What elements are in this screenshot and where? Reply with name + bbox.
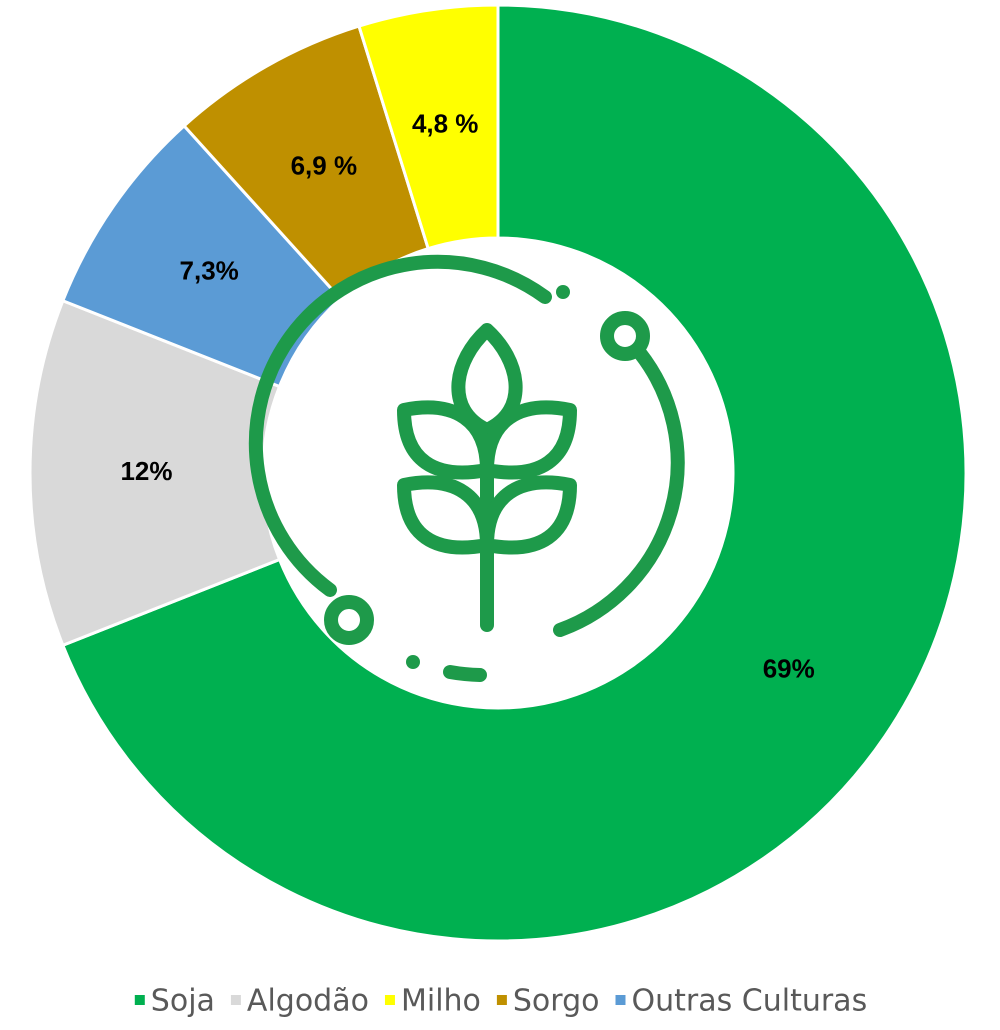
- icon-arc: [443, 665, 487, 682]
- icon-arc: [248, 254, 552, 597]
- legend-label: Algodão: [247, 984, 369, 1019]
- icon-leaf: [480, 400, 577, 480]
- icon-leaf: [480, 475, 577, 555]
- legend-label: Soja: [151, 984, 215, 1019]
- legend-swatch: [615, 995, 626, 1005]
- legend-swatch: [496, 995, 507, 1005]
- value-labels: 69% 12% 7,3% 6,9 % 4,8 %: [120, 108, 814, 683]
- icon-dot: [556, 285, 570, 299]
- center-icon: [248, 254, 685, 682]
- slice: [357, 3, 500, 251]
- legend-label: Milho: [401, 984, 481, 1019]
- legend-swatch: [230, 995, 241, 1005]
- value-label: 7,3%: [180, 256, 239, 286]
- value-label: 4,8 %: [412, 108, 479, 138]
- icon-leaf: [397, 475, 494, 555]
- donut: [28, 3, 968, 943]
- icon-dot: [600, 311, 650, 361]
- legend-swatch: [134, 995, 145, 1005]
- legend-label: Sorgo: [513, 984, 600, 1019]
- icon-leaf: [451, 323, 523, 437]
- legend: Soja Algodão Milho Sorgo Outras Culturas: [134, 984, 868, 1019]
- icon-dot: [324, 595, 374, 645]
- icon-dot: [406, 655, 420, 669]
- legend-label: Outras Culturas: [632, 984, 868, 1019]
- slice: [60, 3, 968, 943]
- icon-leaf: [397, 400, 494, 480]
- value-label: 12%: [120, 456, 172, 486]
- icon-arc: [553, 346, 685, 637]
- value-label: 69%: [763, 653, 815, 683]
- legend-swatch: [384, 995, 395, 1005]
- value-label: 6,9 %: [291, 151, 358, 181]
